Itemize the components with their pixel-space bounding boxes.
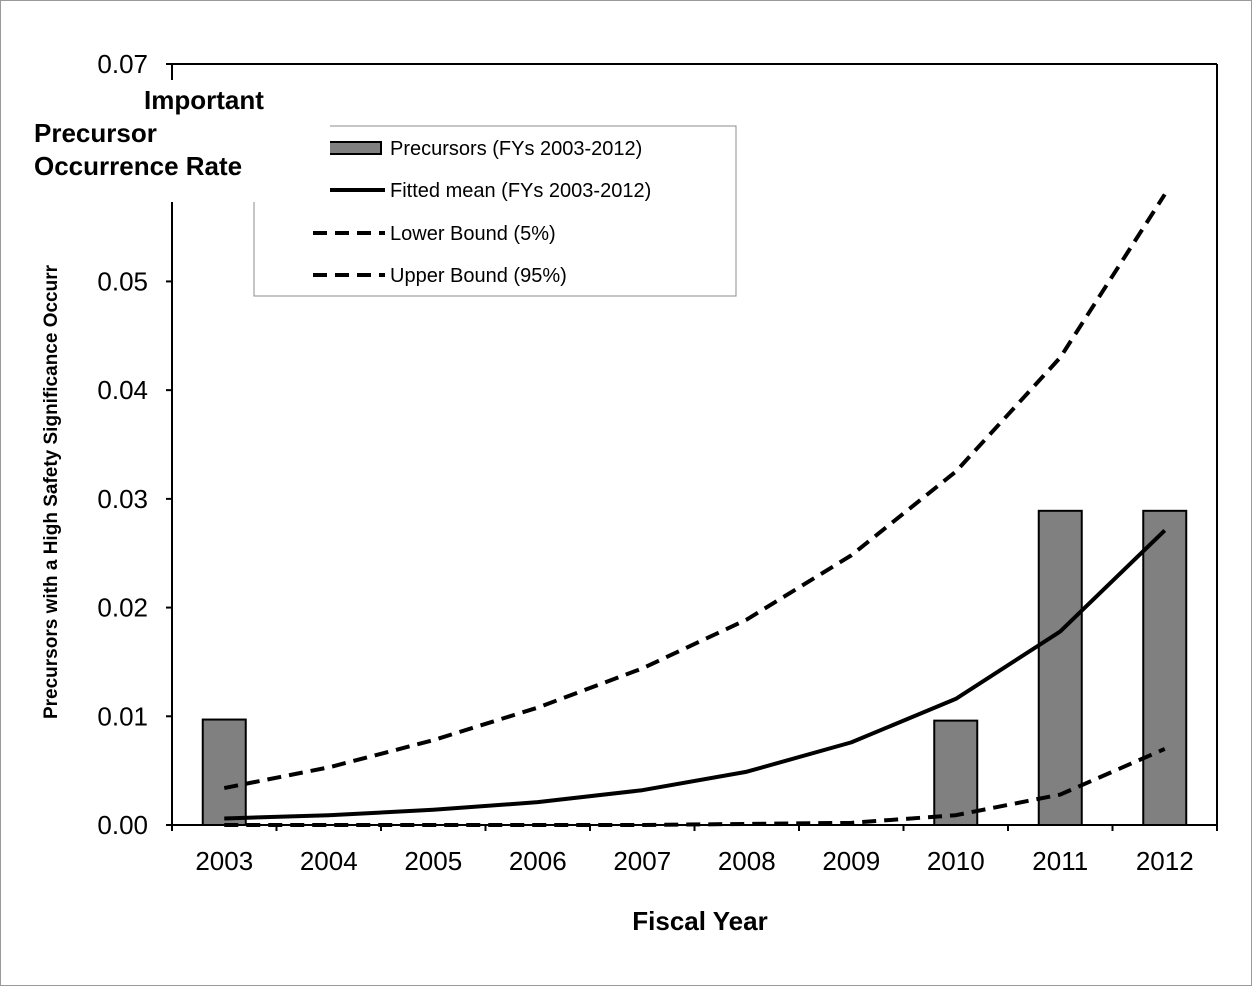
bar: [1037, 509, 1083, 826]
bar: [1142, 509, 1188, 826]
legend-label: Precursors (FYs 2003-2012): [390, 138, 642, 160]
legend-label: Fitted mean (FYs 2003-2012): [390, 180, 651, 202]
x-tick-label: 2010: [927, 846, 985, 876]
fitted-mean-line: [224, 528, 1167, 821]
bar: [201, 718, 247, 826]
annotation-line-3: Occurrence Rate: [34, 151, 243, 181]
x-tick-label: 2003: [195, 846, 253, 876]
chart-annotation: Important Precursor Occurrence Rate: [30, 80, 330, 202]
x-tick-label: 2008: [718, 846, 776, 876]
y-tick-label: 0.00: [97, 810, 148, 840]
bar: [933, 719, 979, 826]
legend-label: Lower Bound (5%): [390, 223, 556, 245]
y-tick-label: 0.07: [97, 49, 148, 79]
x-tick-label: 2007: [613, 846, 671, 876]
y-axis-label: Precursors with a High Safety Significan…: [41, 264, 62, 719]
y-tick-label: 0.02: [97, 593, 148, 623]
x-tick-label: 2012: [1136, 846, 1194, 876]
y-tick-label: 0.01: [97, 701, 148, 731]
y-tick-label: 0.03: [97, 484, 148, 514]
x-tick-label: 2011: [1032, 846, 1088, 876]
legend-label: Upper Bound (95%): [390, 265, 567, 287]
dashed-series-line: [223, 193, 1167, 790]
x-tick-label: 2006: [509, 846, 567, 876]
x-tick-label: 2009: [822, 846, 880, 876]
x-tick-label: 2004: [300, 846, 358, 876]
x-axis-label: Fiscal Year: [632, 906, 767, 936]
x-tick-label: 2005: [404, 846, 462, 876]
y-tick-label: 0.05: [97, 266, 148, 296]
annotation-line-2: Precursor: [34, 118, 157, 148]
y-tick-label: 0.04: [97, 375, 148, 405]
annotation-line-1: Important: [144, 85, 264, 115]
